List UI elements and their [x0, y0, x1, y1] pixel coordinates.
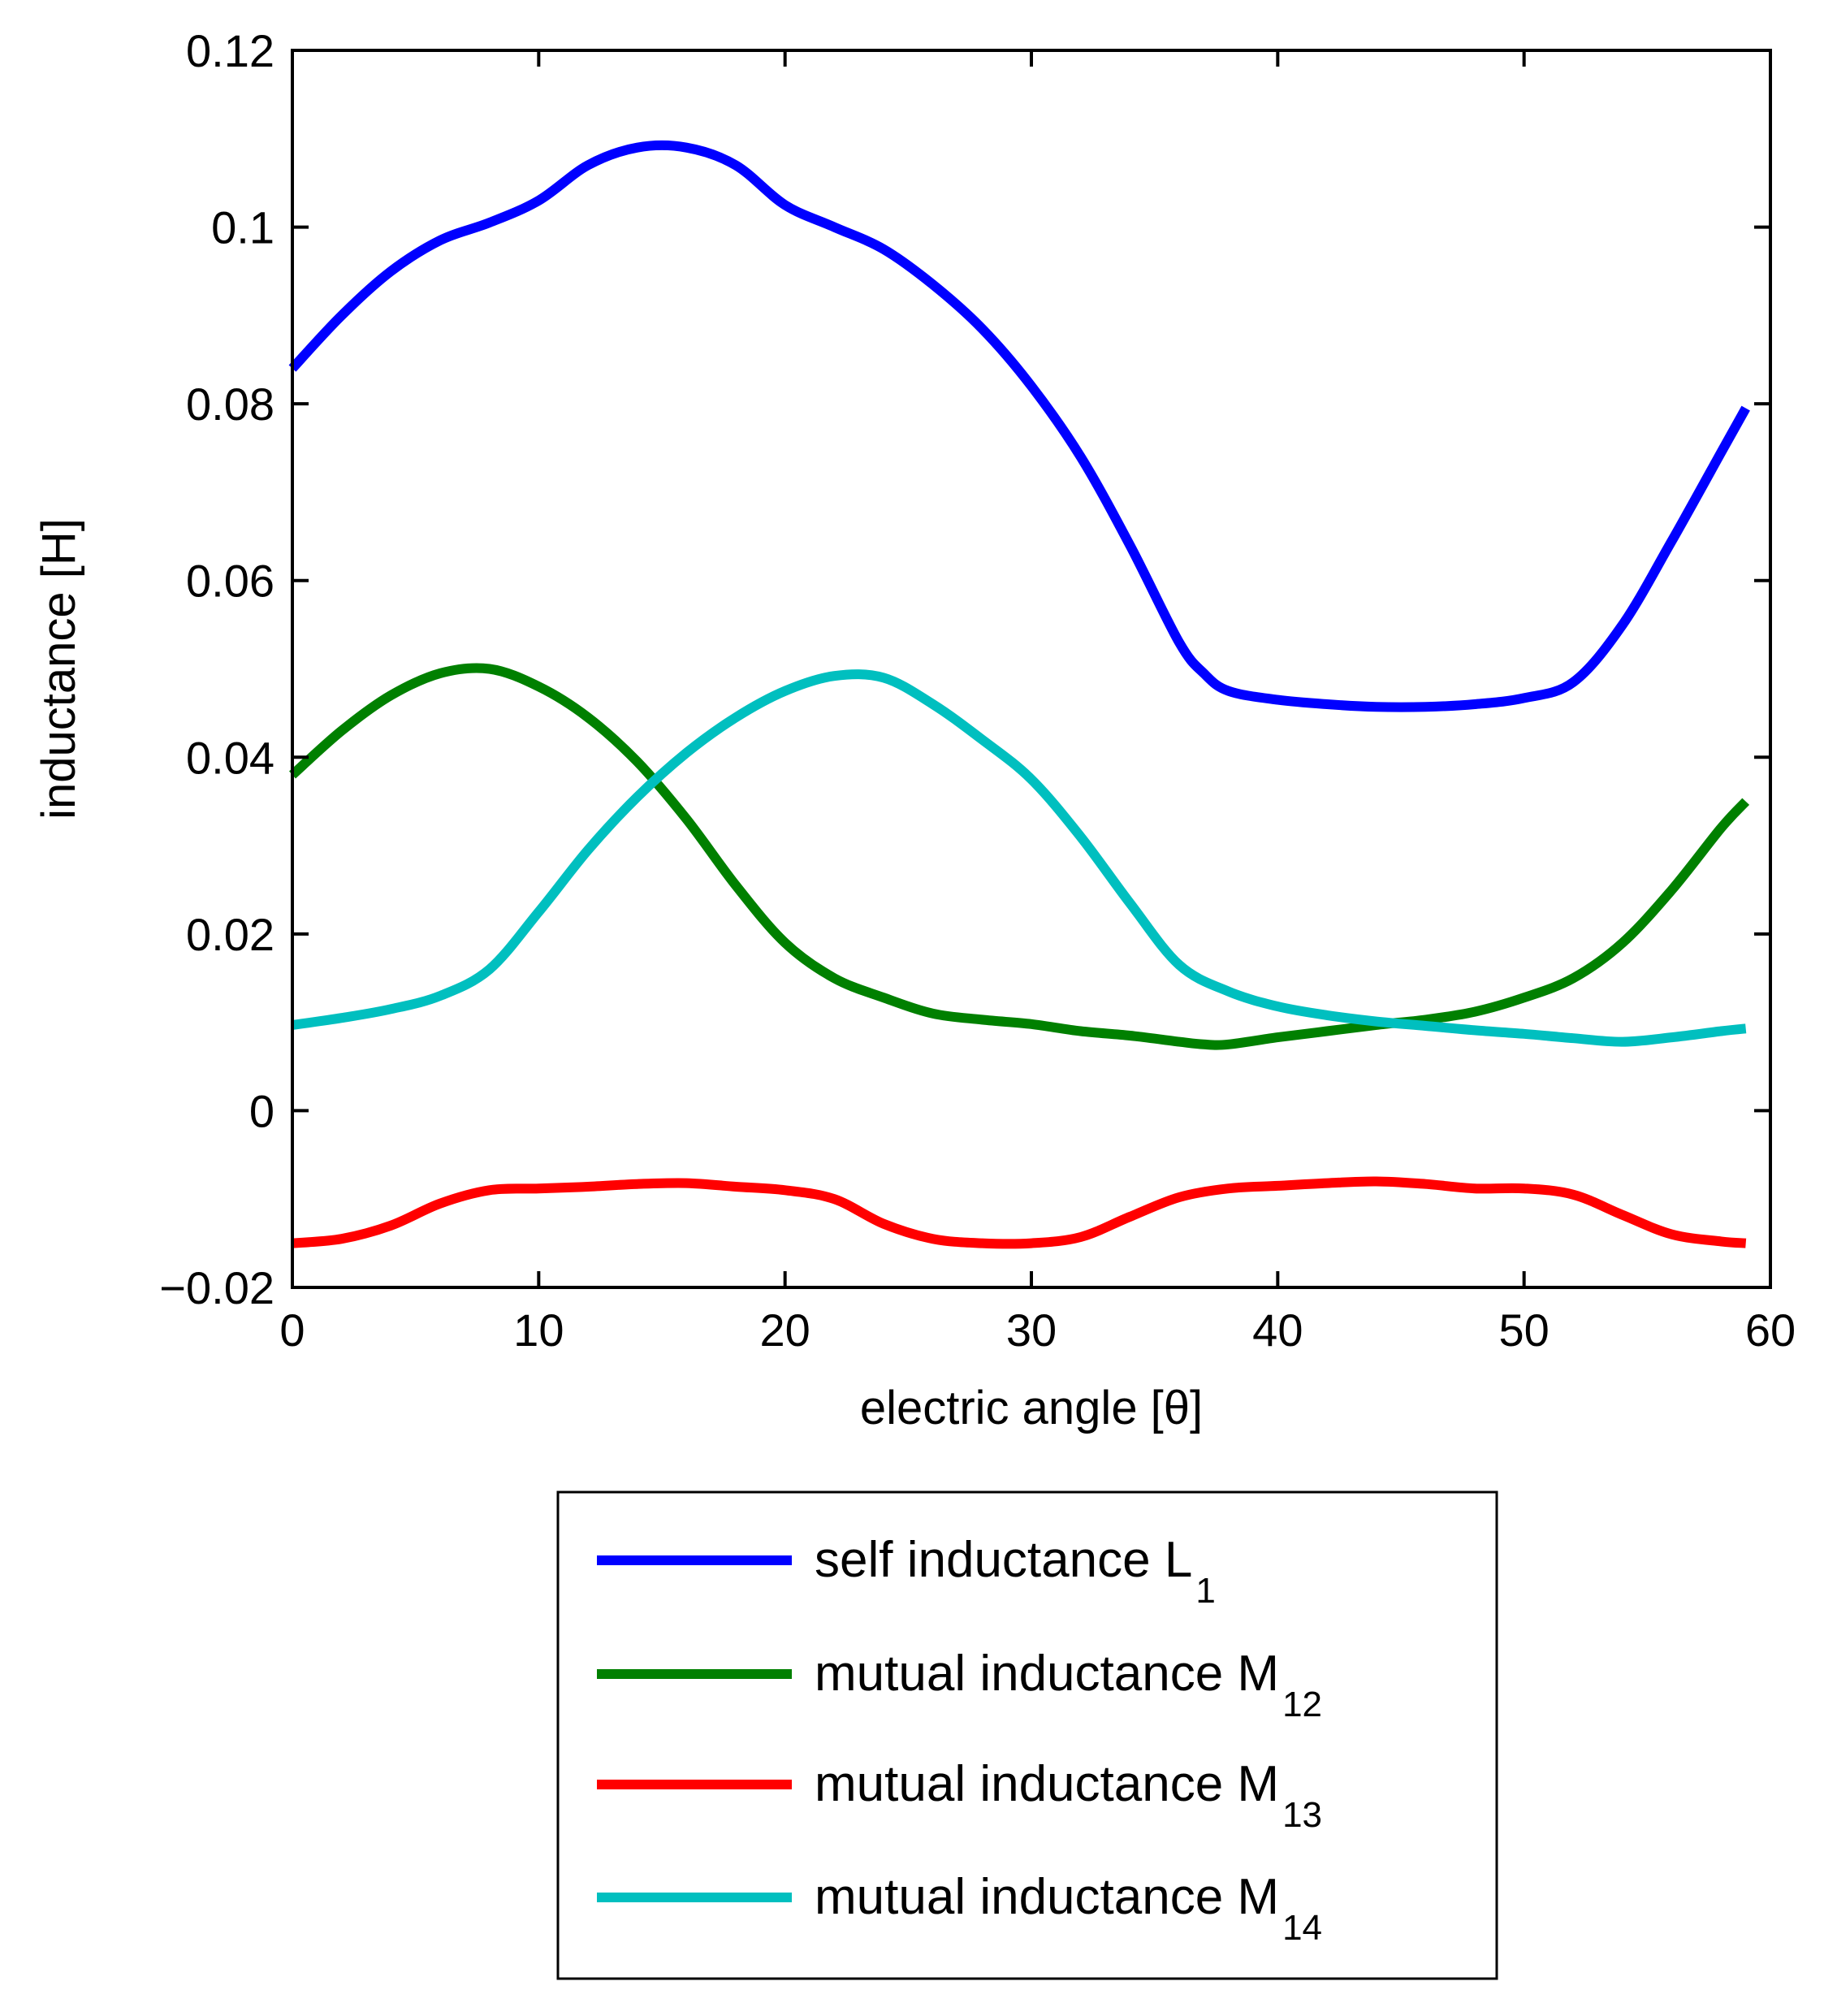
- legend-label-subscript: 14: [1282, 1908, 1322, 1948]
- x-axis-label: electric angle [θ]: [860, 1382, 1203, 1434]
- y-tick-label: 0.02: [186, 909, 274, 960]
- ticks-layer: 0 10 20 30 40 50 60−0.0200.020.040.060.080.10.…: [159, 25, 1796, 1356]
- legend-label-subscript: 13: [1282, 1795, 1322, 1835]
- y-tick-label: 0.1: [211, 202, 274, 253]
- x-tick-label: 40: [1252, 1304, 1303, 1356]
- y-tick-label: −0.02: [159, 1262, 274, 1313]
- legend-label-2: mutual inductance M12: [815, 1646, 1322, 1724]
- y-tick-label: 0.04: [186, 732, 274, 783]
- x-tick-label: 0: [279, 1304, 305, 1356]
- series-line-4: [292, 669, 1747, 1047]
- legend-label-main: mutual inductance M: [815, 1869, 1279, 1925]
- legend-label-main: self inductance L: [815, 1532, 1192, 1588]
- plot-area: [292, 50, 1770, 1287]
- legend-label-main: mutual inductance M: [815, 1756, 1279, 1812]
- legend-label-main: mutual inductance M: [815, 1646, 1279, 1702]
- series-line-2: [289, 663, 1750, 1050]
- series-line-1: [288, 140, 1750, 712]
- legend-label-4: mutual inductance M14: [815, 1869, 1322, 1948]
- y-tick-label: 0.12: [186, 25, 274, 76]
- y-tick-label: 0.06: [186, 556, 274, 607]
- legend-label-subscript: 12: [1282, 1685, 1322, 1724]
- legend-label-subscript: 1: [1195, 1571, 1215, 1611]
- y-tick-label: 0.08: [186, 379, 274, 430]
- series-layer: [288, 140, 1750, 1249]
- x-tick-label: 30: [1006, 1304, 1057, 1356]
- legend-label-3: mutual inductance M13: [815, 1756, 1322, 1835]
- y-tick-label: 0: [249, 1085, 274, 1136]
- x-tick-label: 20: [760, 1304, 810, 1356]
- legend-label-1: self inductance L1: [815, 1532, 1216, 1611]
- y-axis-label: inductance [H]: [32, 518, 85, 820]
- x-tick-label: 50: [1499, 1304, 1550, 1356]
- x-tick-label: 60: [1745, 1304, 1796, 1356]
- series-line-3: [292, 1176, 1747, 1249]
- x-tick-label: 10: [513, 1304, 564, 1356]
